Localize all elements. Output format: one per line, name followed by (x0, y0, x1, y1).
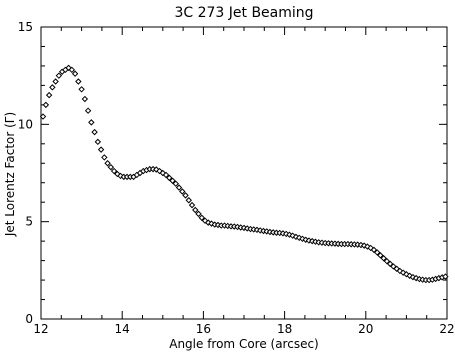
data-point (169, 177, 176, 184)
data-point (380, 255, 387, 262)
data-point (185, 197, 192, 204)
data-point (162, 171, 170, 179)
data-point (195, 210, 202, 218)
data-point (107, 163, 115, 171)
x-tick-label: 18 (277, 322, 292, 336)
data-point (166, 174, 173, 182)
data-point (370, 246, 378, 254)
x-tick-label: 22 (439, 322, 454, 336)
data-point (52, 78, 59, 85)
data-point (84, 107, 92, 114)
data-point (94, 138, 102, 146)
y-axis-label: Jet Lorentz Factor (Γ) (3, 112, 17, 237)
data-point (172, 180, 179, 187)
data-point (97, 146, 105, 153)
data-point (386, 260, 394, 268)
data-point (198, 214, 205, 221)
data-point (39, 113, 47, 120)
y-tick-label: 10 (18, 117, 33, 131)
data-point (188, 201, 196, 209)
x-tick-label: 20 (358, 322, 373, 336)
x-axis-label: Angle from Core (arcsec) (169, 337, 319, 351)
y-tick-label: 15 (18, 20, 33, 34)
data-point (383, 257, 391, 265)
data-point (104, 160, 111, 167)
x-tick-label: 12 (33, 322, 48, 336)
x-tick-label: 14 (115, 322, 130, 336)
data-points-group (39, 64, 449, 284)
data-point (75, 78, 82, 85)
data-point (182, 192, 189, 199)
x-tick-label: 16 (196, 322, 211, 336)
data-point (377, 252, 384, 259)
chart-title: 3C 273 Jet Beaming (174, 5, 313, 21)
data-point (68, 66, 76, 74)
data-point (101, 154, 108, 161)
axes-group: 12 14 16 18 20 22 0 5 10 15 (18, 20, 455, 336)
data-point (42, 101, 50, 109)
y-tick-label: 5 (25, 215, 33, 229)
data-point (373, 249, 381, 256)
data-point (71, 70, 79, 77)
data-point (192, 206, 199, 214)
data-point (91, 128, 98, 136)
data-point (45, 91, 53, 99)
plot-frame (40, 26, 448, 320)
data-point (88, 119, 95, 126)
data-point (78, 86, 85, 93)
data-point (179, 188, 186, 195)
data-point (110, 167, 118, 175)
data-point (55, 72, 63, 79)
data-point (81, 95, 89, 103)
y-tick-label: 0 (25, 312, 33, 326)
data-point (175, 184, 183, 191)
data-point (49, 84, 56, 91)
data-point (442, 273, 449, 280)
